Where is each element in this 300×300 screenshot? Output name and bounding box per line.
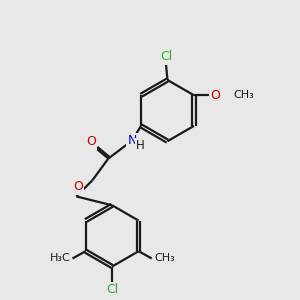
Text: N: N [128, 134, 137, 147]
Text: Cl: Cl [106, 283, 118, 296]
Text: Cl: Cl [160, 50, 172, 63]
Text: O: O [86, 135, 96, 148]
Text: CH₃: CH₃ [154, 254, 175, 263]
Text: CH₃: CH₃ [233, 90, 254, 100]
Text: H: H [136, 139, 145, 152]
Text: O: O [73, 180, 83, 194]
Text: H₃C: H₃C [50, 254, 70, 263]
Text: O: O [210, 89, 220, 102]
